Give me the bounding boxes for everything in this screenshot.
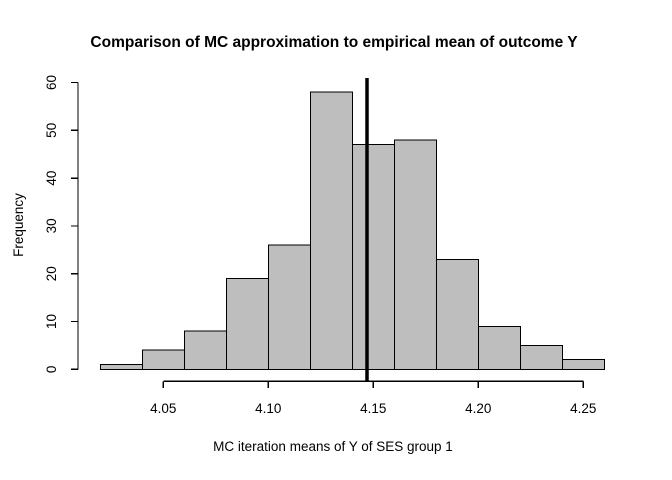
histogram-bar bbox=[561, 359, 605, 370]
y-tick-label: 10 bbox=[44, 314, 59, 329]
histogram-bar bbox=[309, 91, 353, 370]
histogram-bar bbox=[225, 278, 269, 370]
histogram-bar bbox=[267, 244, 311, 370]
y-tick-label: 50 bbox=[44, 123, 59, 138]
histogram-bar bbox=[141, 349, 185, 370]
y-axis-label: Frequency bbox=[11, 193, 26, 257]
y-axis: 0 10 20 30 40 50 60 bbox=[44, 75, 79, 374]
histogram-bar bbox=[183, 330, 227, 370]
histogram-bar bbox=[99, 364, 143, 370]
x-tick-label: 4.25 bbox=[570, 401, 596, 416]
x-tick-label: 4.05 bbox=[150, 401, 176, 416]
y-tick-label: 20 bbox=[44, 266, 59, 281]
histogram-bar bbox=[351, 144, 395, 370]
x-axis: 4.05 4.10 4.15 4.20 4.25 bbox=[150, 380, 596, 416]
x-tick-label: 4.10 bbox=[255, 401, 281, 416]
histogram-bar bbox=[393, 139, 437, 370]
histogram-bar bbox=[435, 258, 479, 370]
x-tick-label: 4.20 bbox=[465, 401, 491, 416]
x-tick-label: 4.15 bbox=[360, 401, 386, 416]
y-tick-label: 30 bbox=[44, 218, 59, 233]
chart-title: Comparison of MC approximation to empiri… bbox=[90, 34, 578, 51]
x-axis-label: MC iteration means of Y of SES group 1 bbox=[213, 439, 453, 454]
y-tick-label: 40 bbox=[44, 171, 59, 186]
y-tick-label: 0 bbox=[44, 366, 59, 374]
histogram-bar bbox=[477, 325, 521, 370]
histogram-bar bbox=[519, 344, 563, 370]
histogram-bars bbox=[99, 91, 605, 370]
y-tick-label: 60 bbox=[44, 75, 59, 90]
